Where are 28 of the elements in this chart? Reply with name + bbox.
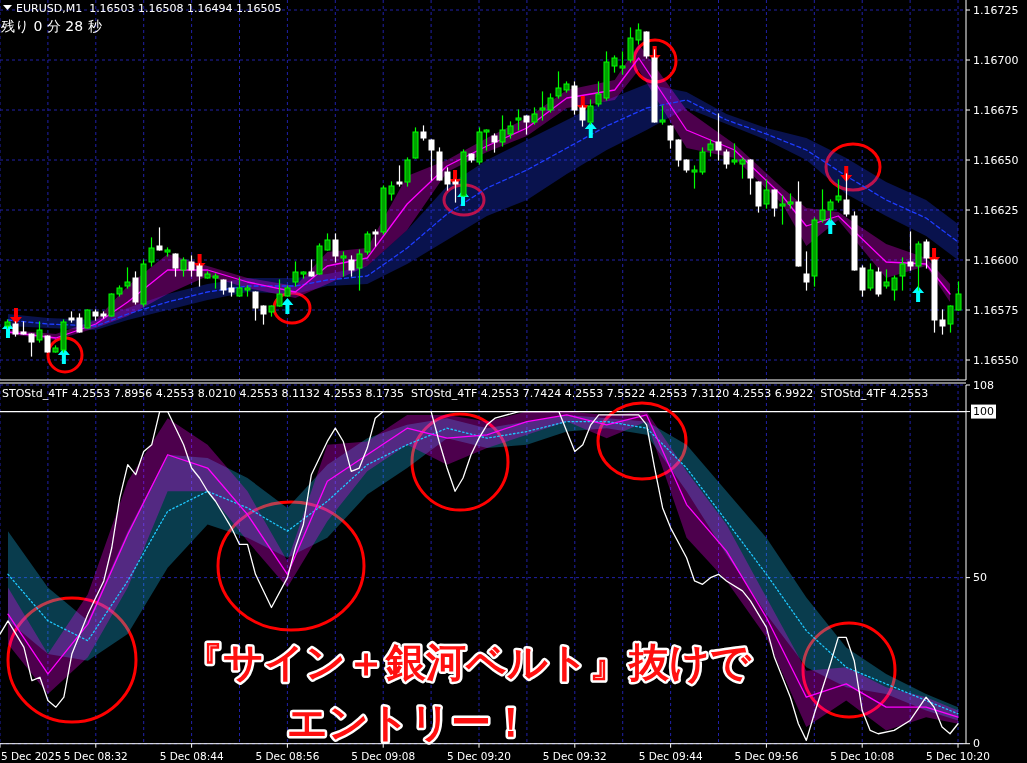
chart-title: STOStd_4TF 4.2553 7.8956 4.2553 8.0210 4.2553 8.1132 4.2553 8.1735 STOStd_4TF 4.2553 7.7424 4.2553 7.5522 4.2553 7.3120 4.2553 6.9922 STOStd_4TF 4.2553 [2,386,929,400]
y-tick-label: 1.16650 [973,153,1019,167]
x-tick-label: 5 Dec 09:44 [638,750,703,763]
y-tick-label: 108 [973,378,994,392]
y-tick-label: 50 [973,571,987,585]
annotation: エントリー！ [287,699,531,745]
y-tick-label: 1.16675 [973,103,1019,117]
x-tick-label: 5 Dec 08:44 [159,750,224,763]
y-tick-label: 1.16700 [973,53,1019,67]
x-tick-label: 5 Dec 09:32 [542,750,607,763]
y-tick-label: 0 [973,737,980,751]
y-tick-label: 1.16550 [973,353,1019,367]
y-tick-label: 100 [973,405,994,419]
x-tick-label: 5 Dec 09:56 [734,750,799,763]
y-tick-label: 1.16625 [973,203,1019,217]
x-tick-label: 5 Dec 09:08 [351,750,416,763]
x-tick-label: 5 Dec 2025 [1,750,62,763]
x-tick-label: 5 Dec 10:08 [830,750,895,763]
text: 残り 0 分 28 秒 [1,18,102,34]
y-tick-label: 1.16600 [973,253,1019,267]
annotation: 『サイン＋銀河ベルト』抜けで [183,639,752,685]
x-tick-label: 5 Dec 09:20 [447,750,511,763]
x-tick-label: 5 Dec 10:20 [926,750,990,763]
y-tick-label: 1.16575 [973,303,1019,317]
chart-title: EURUSD,M1 1.16503 1.16508 1.16494 1.16505 [16,1,282,15]
y-tick-label: 1.16725 [973,3,1019,17]
x-tick-label: 5 Dec 08:56 [255,750,320,763]
x-tick-label: 5 Dec 08:32 [63,750,128,763]
